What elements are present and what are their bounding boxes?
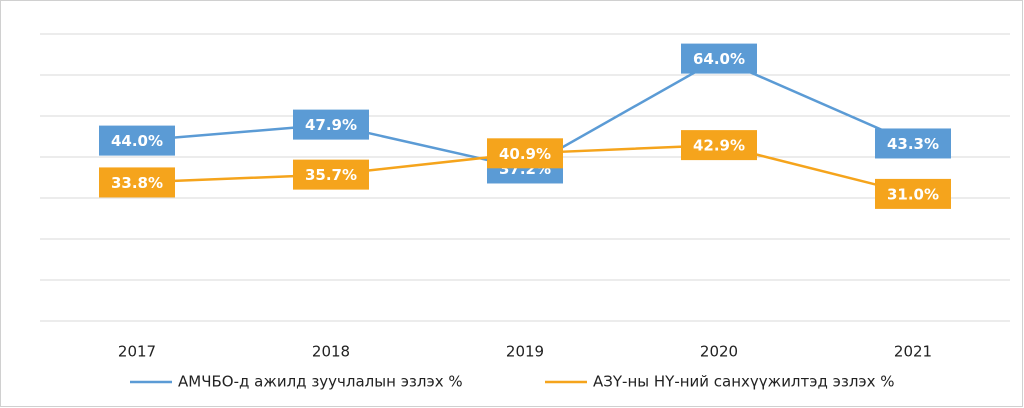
data-label-box [487,138,563,169]
x-tick-label: 2019 [506,343,544,361]
data-label-box [99,125,175,156]
data-label-group: 33.8% [99,167,175,198]
data-label-group: 43.3% [875,128,951,159]
data-label-group: 31.0% [875,178,951,209]
legend-label: АМЧБО-д ажилд зуучлалын эзлэх % [178,373,463,391]
data-label-box [681,43,757,74]
data-label: 42.9% [693,137,745,155]
data-label-box [875,178,951,209]
x-tick-label: 2020 [700,343,738,361]
legend-label: АЗҮ-ны НҮ-ний санхүүжилтэд эзлэх % [593,373,895,391]
data-label-group: 64.0% [681,43,757,74]
data-label-box [293,109,369,140]
data-label-box [681,130,757,161]
data-label-group: 47.9% [293,109,369,140]
data-label-group: 35.7% [293,159,369,190]
data-label-box [293,159,369,190]
data-label: 64.0% [693,50,745,68]
data-label-box [875,128,951,159]
data-label: 35.7% [305,166,357,184]
data-label-group: 42.9% [681,130,757,161]
data-label: 44.0% [111,132,163,150]
data-label-group: 44.0% [99,125,175,156]
data-label: 47.9% [305,116,357,134]
x-tick-label: 2018 [312,343,350,361]
x-tick-label: 2017 [118,343,156,361]
data-label: 40.9% [499,145,551,163]
data-label: 31.0% [887,185,939,203]
data-label: 33.8% [111,174,163,192]
data-label: 43.3% [887,135,939,153]
data-label-group: 40.9% [487,138,563,169]
x-tick-label: 2021 [894,343,932,361]
data-label-box [99,167,175,198]
